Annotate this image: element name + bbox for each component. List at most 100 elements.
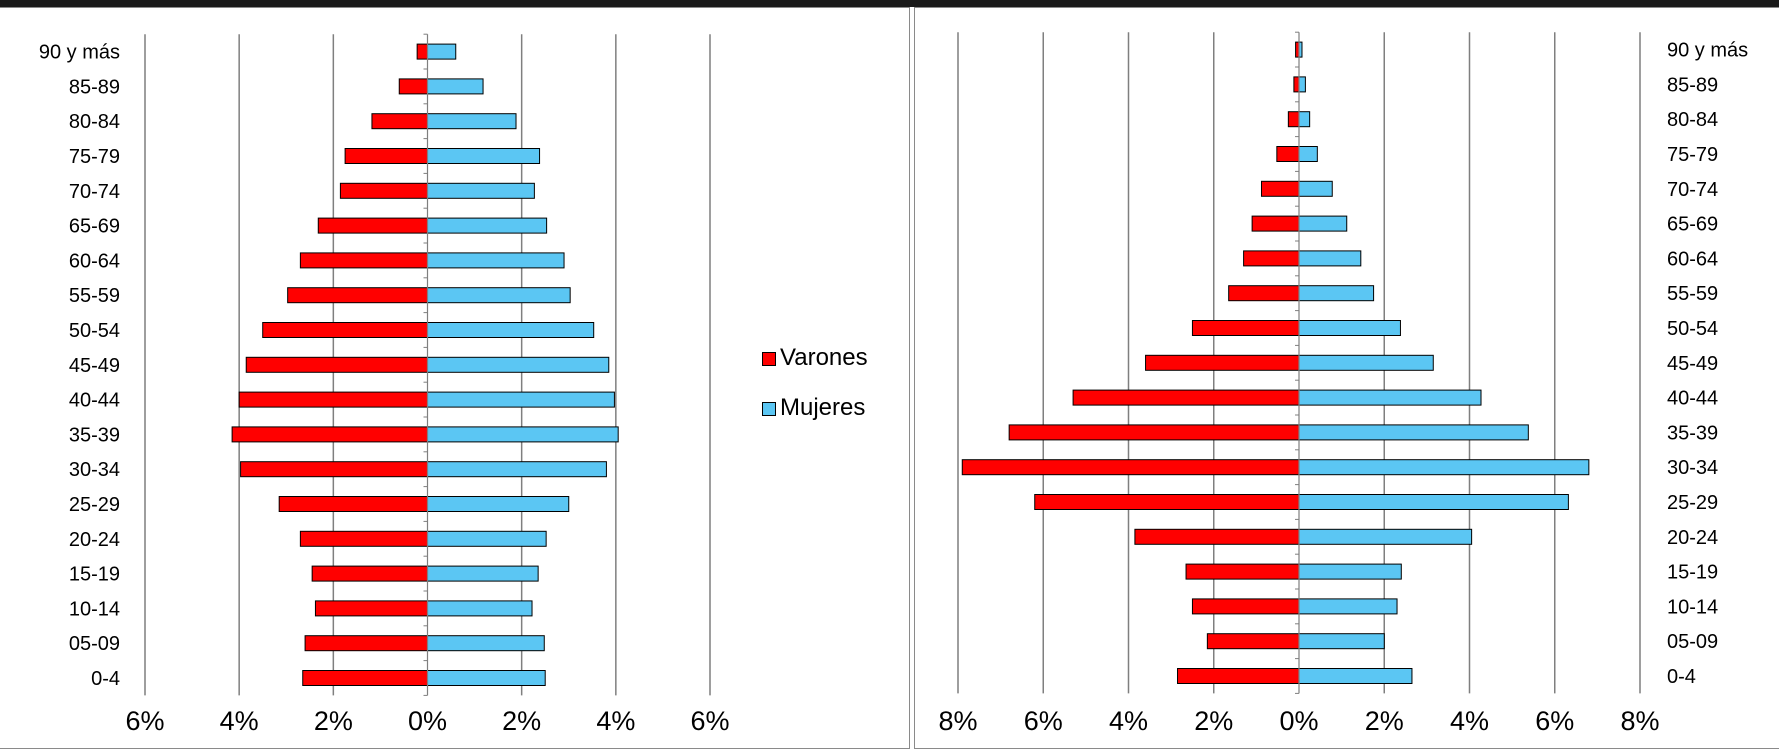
bar-mujeres xyxy=(1298,528,1473,545)
bar-mujeres xyxy=(427,670,546,686)
x-tick-label: 8% xyxy=(938,706,977,736)
bar-mujeres xyxy=(427,635,545,652)
category-label: 05-09 xyxy=(69,633,120,655)
legend-item-varones: Varones xyxy=(762,346,902,370)
bar-mujeres xyxy=(1298,180,1333,197)
bar-mujeres xyxy=(1298,389,1482,406)
bar-varones xyxy=(1134,528,1300,545)
category-label: 05-09 xyxy=(1667,631,1718,653)
bar-mujeres xyxy=(427,461,607,478)
bar-mujeres xyxy=(1298,215,1348,232)
top-border xyxy=(0,0,1779,7)
category-label: 55-59 xyxy=(69,285,120,307)
bar-varones xyxy=(287,287,428,304)
bar-varones xyxy=(1243,250,1300,267)
category-label: 25-29 xyxy=(69,494,120,516)
bar-varones xyxy=(262,322,429,338)
category-label: 20-24 xyxy=(1667,527,1718,549)
category-label: 30-34 xyxy=(1667,457,1718,479)
category-label: 10-14 xyxy=(1667,596,1718,618)
bar-mujeres xyxy=(427,391,615,408)
x-tick-label: 6% xyxy=(690,706,729,736)
legend-item-mujeres: Mujeres xyxy=(762,394,902,421)
chart-panel-right: 0-4 05-09 10-14 15-19 20-24 25-29 30-34 35-39 40… xyxy=(914,7,1779,749)
category-label: 20-24 xyxy=(69,529,120,551)
bar-mujeres xyxy=(1298,563,1402,580)
bar-varones xyxy=(278,496,428,512)
legend: Varones Mujeres xyxy=(762,346,902,446)
bar-varones xyxy=(304,635,429,652)
x-tick-label: 6% xyxy=(1024,706,1063,736)
category-label: 80-84 xyxy=(69,111,120,133)
bar-mujeres xyxy=(427,322,595,338)
bar-varones xyxy=(1072,389,1300,406)
bar-varones xyxy=(299,252,428,269)
bar-varones xyxy=(339,182,429,199)
category-label: 70-74 xyxy=(1667,179,1718,201)
bar-varones xyxy=(1191,598,1300,615)
category-label: 90 y más xyxy=(1667,40,1748,62)
bar-mujeres xyxy=(427,217,548,234)
bar-varones xyxy=(1276,146,1300,162)
bar-mujeres xyxy=(427,148,541,164)
x-tick-label: 2% xyxy=(314,706,353,736)
bar-varones xyxy=(371,113,429,130)
bar-varones xyxy=(1251,215,1300,232)
bar-varones xyxy=(398,78,428,95)
x-tick-label: 6% xyxy=(1535,706,1574,736)
x-tick-label: 4% xyxy=(596,706,635,736)
category-label: 35-39 xyxy=(1667,422,1718,444)
bar-varones xyxy=(240,461,428,478)
category-label: 60-64 xyxy=(1667,248,1718,270)
bar-varones xyxy=(1260,180,1300,197)
x-tick-label: 6% xyxy=(125,706,164,736)
category-label: 85-89 xyxy=(1667,74,1718,96)
x-tick-label: 2% xyxy=(1365,706,1404,736)
bar-varones xyxy=(961,459,1300,476)
category-label: 75-79 xyxy=(69,146,120,168)
bar-varones xyxy=(231,426,428,443)
bar-varones xyxy=(1034,494,1300,510)
category-label: 90 y más xyxy=(39,42,120,64)
bar-varones xyxy=(238,391,428,408)
category-label: 70-74 xyxy=(69,181,120,203)
category-label: 15-19 xyxy=(1667,562,1718,584)
bar-varones xyxy=(1287,111,1300,128)
category-label: 40-44 xyxy=(1667,388,1718,410)
bar-mujeres xyxy=(427,252,565,269)
x-tick-label: 8% xyxy=(1620,706,1659,736)
bar-varones xyxy=(299,530,428,547)
category-label: 15-19 xyxy=(69,564,120,586)
category-label: 45-49 xyxy=(1667,353,1718,375)
category-label: 35-39 xyxy=(69,424,120,446)
bar-varones xyxy=(1191,320,1300,336)
category-label: 50-54 xyxy=(69,320,120,342)
x-tick-label: 2% xyxy=(1194,706,1233,736)
bar-mujeres xyxy=(1298,320,1401,336)
bar-varones xyxy=(317,217,428,234)
bar-mujeres xyxy=(427,182,535,199)
bar-mujeres xyxy=(1298,598,1398,615)
bar-mujeres xyxy=(1298,459,1590,476)
chart-panel-left: 0-4 05-09 10-14 15-19 20-24 25-29 30-34 35-39 40… xyxy=(0,7,910,749)
category-label: 30-34 xyxy=(69,459,120,481)
x-tick-label: 4% xyxy=(220,706,259,736)
category-label: 25-29 xyxy=(1667,492,1718,514)
bar-mujeres xyxy=(427,496,570,512)
bar-varones xyxy=(1293,76,1300,93)
bar-varones xyxy=(344,148,428,164)
bar-mujeres xyxy=(1298,111,1311,128)
bar-mujeres xyxy=(1298,250,1362,267)
bar-varones xyxy=(416,43,428,60)
category-label: 80-84 xyxy=(1667,109,1718,131)
category-label: 50-54 xyxy=(1667,318,1718,340)
category-label: 60-64 xyxy=(69,250,120,272)
x-tick-label: 0% xyxy=(1279,706,1318,736)
bar-mujeres xyxy=(1298,494,1569,510)
bar-mujeres xyxy=(427,600,533,617)
legend-label-mujeres: Mujeres xyxy=(780,394,866,421)
category-label: 45-49 xyxy=(69,355,120,377)
category-label: 65-69 xyxy=(69,216,120,238)
population-pyramid-left: 0-4 05-09 10-14 15-19 20-24 25-29 30-34 35-39 40… xyxy=(39,33,730,736)
x-tick-label: 0% xyxy=(408,706,447,736)
